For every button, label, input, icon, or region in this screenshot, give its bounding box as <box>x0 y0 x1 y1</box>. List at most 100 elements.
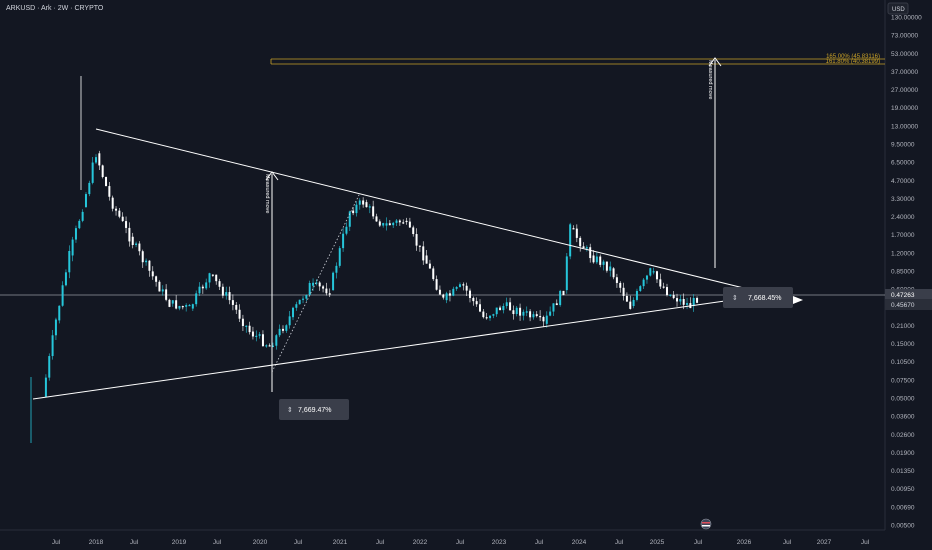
candle-body <box>395 220 398 223</box>
candle-body <box>425 255 428 264</box>
candle-body <box>111 197 114 209</box>
candle-body <box>509 302 512 311</box>
candle-body <box>342 233 345 249</box>
candle-body <box>225 292 228 296</box>
candle-body <box>385 223 388 226</box>
candle-body <box>555 303 558 306</box>
candle-body <box>609 266 612 271</box>
price-tick-label: 0.15000 <box>891 341 915 348</box>
candle-body <box>145 260 148 263</box>
candle-body <box>665 287 668 296</box>
upper-trendline[interactable] <box>95 128 761 293</box>
candle-body <box>572 228 575 230</box>
candle-body <box>455 286 458 289</box>
measure-label-1[interactable]: ⇕ 7,669.47% <box>279 399 349 420</box>
candle-body <box>281 328 284 331</box>
candle-body <box>355 204 358 214</box>
candle-body <box>198 286 201 294</box>
candle-body <box>692 297 695 307</box>
candle-body <box>315 282 318 284</box>
candle-body <box>348 211 351 227</box>
measure-label-2[interactable]: ⇕ 7,668.45% <box>723 287 793 308</box>
candle-body <box>592 255 595 263</box>
candle-body <box>679 298 682 302</box>
candle-body <box>205 282 208 289</box>
candle-body <box>686 303 689 305</box>
candle-body <box>51 335 54 357</box>
price-tick-label: 0.05000 <box>891 396 915 403</box>
projection-dotted-line[interactable] <box>271 192 361 373</box>
price-tick-label: 0.07500 <box>891 377 915 384</box>
candle-body <box>251 331 254 337</box>
candle-body <box>615 277 618 283</box>
time-tick-label: 2026 <box>737 539 752 546</box>
candle-body <box>625 295 628 302</box>
measured-move-2-text: Measured move <box>707 60 713 99</box>
candle-body <box>268 345 271 347</box>
candle-body <box>522 311 525 316</box>
price-tick-label: 0.02600 <box>891 432 915 439</box>
candle-body <box>322 286 325 289</box>
candle-body <box>215 274 218 282</box>
candle-body <box>408 221 411 228</box>
candle-body <box>165 289 168 300</box>
candle-body <box>318 282 321 287</box>
measure-label-1-text: 7,669.47% <box>298 407 331 414</box>
candlestick-series[interactable] <box>30 76 699 443</box>
candle-body <box>579 237 582 247</box>
candle-body <box>499 307 502 311</box>
candle-body <box>78 220 81 229</box>
currency-button[interactable] <box>887 2 909 15</box>
candle-body <box>71 239 74 256</box>
candle-body <box>115 208 118 211</box>
event-badge-stripe <box>702 522 710 524</box>
time-tick-label: Jul <box>376 539 385 546</box>
candle-body <box>118 210 121 217</box>
candle-body <box>569 224 572 257</box>
candle-body <box>562 290 565 296</box>
candle-body <box>211 274 214 276</box>
price-tick-label: 4.70000 <box>891 178 915 185</box>
candle-body <box>462 284 465 286</box>
candle-body <box>392 222 395 226</box>
time-tick-label: Jul <box>130 539 139 546</box>
lower-trendline[interactable] <box>32 295 761 400</box>
candle-body <box>61 285 64 306</box>
apex-arrow-icon <box>793 296 803 304</box>
candle-body <box>271 345 274 347</box>
candle-body <box>68 250 71 273</box>
candle-body <box>121 216 124 222</box>
candle-body <box>445 293 448 301</box>
candle-body <box>245 325 248 327</box>
candle-body <box>248 325 251 333</box>
event-badge-icon[interactable] <box>700 518 712 530</box>
price-tick-label: 19.00000 <box>891 105 918 112</box>
measured-move-1-text: Measured move <box>264 174 270 213</box>
candle-body <box>235 304 238 310</box>
candle-body <box>135 243 138 245</box>
fib-level-label: 161.80% (40.38199) <box>826 59 880 65</box>
candle-body <box>108 186 111 197</box>
time-tick-label: Jul <box>615 539 624 546</box>
candle-body <box>559 290 562 306</box>
price-tick-label: 0.01350 <box>891 468 915 475</box>
candle-body <box>105 176 108 187</box>
candle-body <box>565 256 568 291</box>
candle-body <box>345 226 348 234</box>
price-tick-label: 130.00000 <box>891 15 922 22</box>
candle-body <box>375 216 378 222</box>
measured-move-2-arrow-icon <box>708 57 722 67</box>
price-axis-ticks: 130.00000 73.00000 53.00000 37.00000 27.0000… <box>891 15 922 530</box>
fib-extension[interactable]: 165.00% (45.83116)161.80% (40.38199) <box>270 54 885 65</box>
candle-body <box>575 228 578 238</box>
candle-body <box>372 206 375 217</box>
candle-body <box>325 288 328 294</box>
time-tick-label: 2020 <box>253 539 268 546</box>
price-tick-label: 37.00000 <box>891 69 918 76</box>
candle-body <box>545 315 548 324</box>
time-tick-label: 2024 <box>572 539 587 546</box>
price-tick-label: 0.00690 <box>891 504 915 511</box>
candle-body <box>532 314 535 318</box>
price-tick-label: 0.00950 <box>891 486 915 493</box>
